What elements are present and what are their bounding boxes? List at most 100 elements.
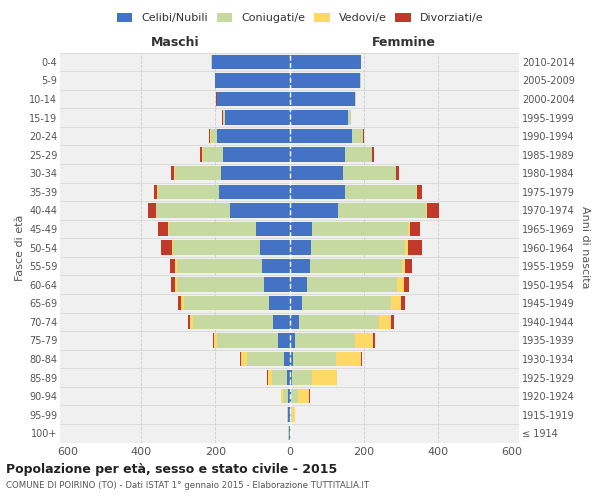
Bar — [176, 278, 263, 292]
Bar — [172, 166, 175, 180]
Bar — [298, 389, 310, 404]
Bar — [406, 259, 412, 274]
Bar — [217, 92, 290, 106]
Bar — [268, 370, 272, 384]
Text: Popolazione per età, sesso e stato civile - 2015: Popolazione per età, sesso e stato civil… — [6, 462, 337, 475]
Bar — [178, 296, 181, 310]
Bar — [158, 222, 168, 236]
Bar — [290, 259, 310, 274]
Bar — [290, 203, 338, 218]
Bar — [240, 352, 241, 366]
Bar — [302, 296, 391, 310]
Bar — [263, 278, 290, 292]
Bar — [290, 389, 291, 404]
Bar — [289, 408, 290, 422]
Legend: Celibi/Nubili, Coniugati/e, Vedovi/e, Divorziati/e: Celibi/Nubili, Coniugati/e, Vedovi/e, Di… — [112, 8, 488, 28]
Bar — [172, 240, 173, 254]
Bar — [363, 129, 364, 144]
Bar — [169, 222, 256, 236]
Bar — [212, 54, 290, 69]
Bar — [211, 129, 217, 144]
Bar — [290, 110, 348, 124]
Bar — [241, 352, 247, 366]
Y-axis label: Fasce di età: Fasce di età — [14, 214, 25, 280]
Bar — [184, 296, 269, 310]
Y-axis label: Anni di nascita: Anni di nascita — [580, 206, 590, 289]
Bar — [336, 352, 361, 366]
Bar — [401, 259, 406, 274]
Bar — [287, 370, 290, 384]
Bar — [345, 184, 416, 199]
Bar — [348, 110, 350, 124]
Bar — [345, 148, 371, 162]
Bar — [311, 240, 406, 254]
Bar — [396, 166, 397, 180]
Bar — [161, 240, 172, 254]
Bar — [223, 110, 225, 124]
Bar — [290, 296, 302, 310]
Bar — [360, 73, 361, 88]
Bar — [217, 333, 278, 347]
Bar — [175, 259, 176, 274]
Bar — [290, 92, 355, 106]
Bar — [289, 426, 290, 440]
Bar — [230, 203, 290, 218]
Text: COMUNE DI POIRINO (TO) - Dati ISTAT 1° gennaio 2015 - Elaborazione TUTTITALIA.IT: COMUNE DI POIRINO (TO) - Dati ISTAT 1° g… — [6, 481, 369, 490]
Bar — [338, 203, 426, 218]
Bar — [267, 370, 268, 384]
Bar — [291, 389, 298, 404]
Bar — [155, 203, 156, 218]
Bar — [290, 148, 345, 162]
Bar — [299, 314, 379, 329]
Bar — [379, 314, 391, 329]
Bar — [219, 184, 290, 199]
Bar — [223, 148, 290, 162]
Bar — [397, 278, 404, 292]
Bar — [168, 222, 169, 236]
Bar — [193, 314, 273, 329]
Bar — [293, 352, 336, 366]
Bar — [313, 370, 337, 384]
Text: Femmine: Femmine — [372, 36, 436, 49]
Bar — [292, 370, 313, 384]
Bar — [281, 389, 283, 404]
Bar — [355, 92, 356, 106]
Bar — [284, 352, 290, 366]
Bar — [361, 352, 362, 366]
Bar — [175, 166, 221, 180]
Bar — [217, 129, 290, 144]
Bar — [175, 278, 176, 292]
Bar — [272, 370, 287, 384]
Bar — [188, 314, 190, 329]
Bar — [397, 166, 399, 180]
Bar — [273, 314, 290, 329]
Bar — [417, 184, 422, 199]
Bar — [352, 129, 363, 144]
Bar — [290, 408, 292, 422]
Bar — [156, 203, 230, 218]
Bar — [215, 73, 290, 88]
Bar — [290, 370, 292, 384]
Bar — [290, 129, 352, 144]
Bar — [176, 259, 262, 274]
Bar — [404, 278, 409, 292]
Bar — [426, 203, 427, 218]
Bar — [247, 352, 284, 366]
Bar — [213, 333, 214, 347]
Bar — [295, 333, 355, 347]
Bar — [148, 203, 155, 218]
Bar — [290, 73, 360, 88]
Bar — [290, 166, 343, 180]
Bar — [343, 166, 396, 180]
Bar — [209, 129, 210, 144]
Bar — [283, 389, 287, 404]
Bar — [355, 333, 373, 347]
Bar — [269, 296, 290, 310]
Bar — [401, 296, 404, 310]
Bar — [181, 296, 184, 310]
Bar — [203, 148, 223, 162]
Bar — [290, 352, 293, 366]
Bar — [391, 296, 401, 310]
Bar — [287, 389, 290, 404]
Bar — [278, 333, 290, 347]
